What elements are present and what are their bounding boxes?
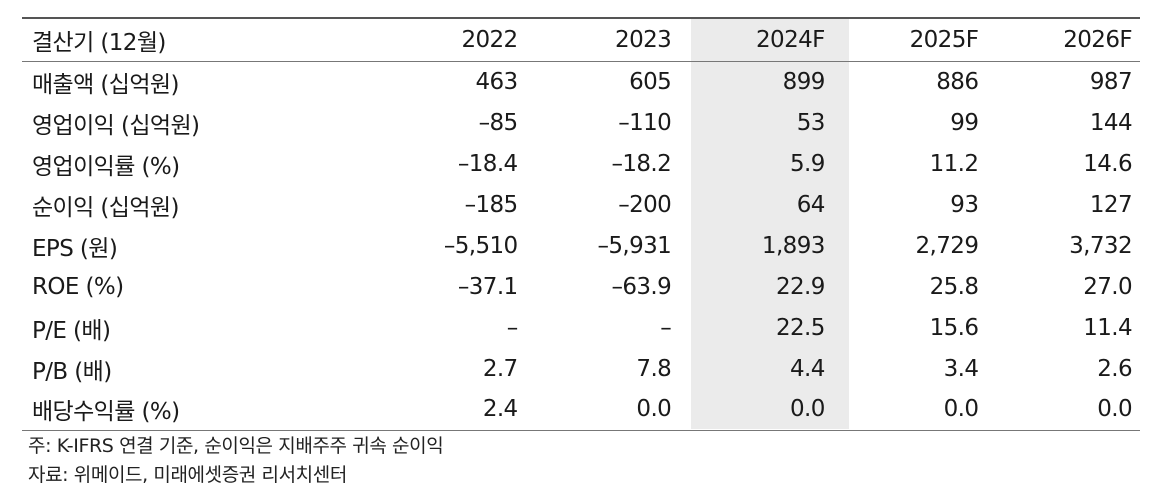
table-row: 매출액 (십억원) 463 605 899 886 987 <box>22 61 1140 102</box>
financial-summary-table-wrap: 결산기 (12월) 2022 2023 2024F 2025F 2026F 매출… <box>22 17 1140 431</box>
cell: 53 <box>796 109 826 136</box>
cell: 899 <box>782 68 826 95</box>
cell: –37.1 <box>457 273 518 300</box>
table-row: EPS (원) –5,510 –5,931 1,893 2,729 3,732 <box>22 225 1140 266</box>
row-label: P/E (배) <box>32 317 111 344</box>
cell: 605 <box>629 68 672 95</box>
table-row: P/E (배) – – 22.5 15.6 11.4 <box>22 307 1140 348</box>
cell: –85 <box>478 109 519 136</box>
header-period: 결산기 (12월) <box>22 17 372 62</box>
cell: 2.4 <box>372 389 526 431</box>
cell: 25.8 <box>929 273 979 300</box>
forecast-2024-highlight <box>691 17 849 429</box>
cell: 22.5 <box>775 314 825 341</box>
cell: 5.9 <box>790 150 825 177</box>
cell: 14.6 <box>1083 150 1132 177</box>
cell: 7.8 <box>636 355 672 382</box>
table-row: P/B (배) 2.7 7.8 4.4 3.4 2.6 <box>22 348 1140 389</box>
cell: –185 <box>464 191 519 218</box>
cell: 2.7 <box>482 355 518 382</box>
cell: –5,510 <box>443 232 518 259</box>
table-notes: 주: K-IFRS 연결 기준, 순이익은 지배주주 귀속 순이익 자료: 위메… <box>28 432 444 490</box>
cell: 0.0 <box>986 389 1140 431</box>
cell: –18.4 <box>457 150 518 177</box>
cell: 64 <box>796 191 826 218</box>
cell: 987 <box>1089 68 1133 95</box>
row-label: 순이익 (십억원) <box>32 194 179 221</box>
header-row: 결산기 (12월) 2022 2023 2024F 2025F 2026F <box>22 17 1140 62</box>
cell: 4.4 <box>790 355 825 382</box>
cell: –63.9 <box>611 273 672 300</box>
cell: 886 <box>936 68 979 95</box>
table-row: 배당수익률 (%) 2.4 0.0 0.0 0.0 0.0 <box>22 389 1140 431</box>
row-label: 배당수익률 (%) <box>22 389 372 431</box>
row-label: 영업이익률 (%) <box>32 153 180 180</box>
cell: 22.9 <box>775 273 825 300</box>
cell: –18.2 <box>611 150 672 177</box>
cell: 144 <box>1089 109 1133 136</box>
cell: 1,893 <box>761 232 825 259</box>
cell: 463 <box>475 68 518 95</box>
row-label: P/B (배) <box>32 358 112 385</box>
cell: 15.6 <box>929 314 979 341</box>
table-row: 영업이익 (십억원) –85 –110 53 99 144 <box>22 102 1140 143</box>
table-row: 순이익 (십억원) –185 –200 64 93 127 <box>22 184 1140 225</box>
cell: 93 <box>950 191 979 218</box>
cell: 11.2 <box>929 150 979 177</box>
row-label: ROE (%) <box>32 273 124 300</box>
header-2025f: 2025F <box>832 17 987 62</box>
financial-summary-table: 결산기 (12월) 2022 2023 2024F 2025F 2026F 매출… <box>22 17 1140 431</box>
footnote: 주: K-IFRS 연결 기준, 순이익은 지배주주 귀속 순이익 <box>28 435 444 457</box>
cell: 27.0 <box>1083 273 1132 300</box>
cell: 127 <box>1089 191 1133 218</box>
table-row: ROE (%) –37.1 –63.9 22.9 25.8 27.0 <box>22 266 1140 307</box>
header-2023: 2023 <box>525 17 680 62</box>
cell: – <box>660 314 672 341</box>
cell: 2.6 <box>1097 355 1132 382</box>
cell: 99 <box>950 109 979 136</box>
row-label: 매출액 (십억원) <box>32 71 179 98</box>
header-2026f: 2026F <box>986 17 1140 62</box>
cell: –5,931 <box>597 232 672 259</box>
row-label: 영업이익 (십억원) <box>32 112 200 139</box>
cell: – <box>506 314 519 341</box>
cell: 3,732 <box>1069 232 1132 259</box>
cell: 2,729 <box>915 232 979 259</box>
cell: 11.4 <box>1083 314 1132 341</box>
header-2024f: 2024F <box>679 17 833 62</box>
header-2022: 2022 <box>372 17 526 62</box>
cell: 0.0 <box>832 389 987 431</box>
cell: 0.0 <box>679 389 833 431</box>
cell: 3.4 <box>943 355 979 382</box>
row-label: EPS (원) <box>32 235 118 262</box>
source-note: 자료: 위메이드, 미래에셋증권 리서치센터 <box>28 464 347 486</box>
table-row: 영업이익률 (%) –18.4 –18.2 5.9 11.2 14.6 <box>22 143 1140 184</box>
cell: –110 <box>618 109 672 136</box>
cell: 0.0 <box>525 389 680 431</box>
cell: –200 <box>618 191 672 218</box>
